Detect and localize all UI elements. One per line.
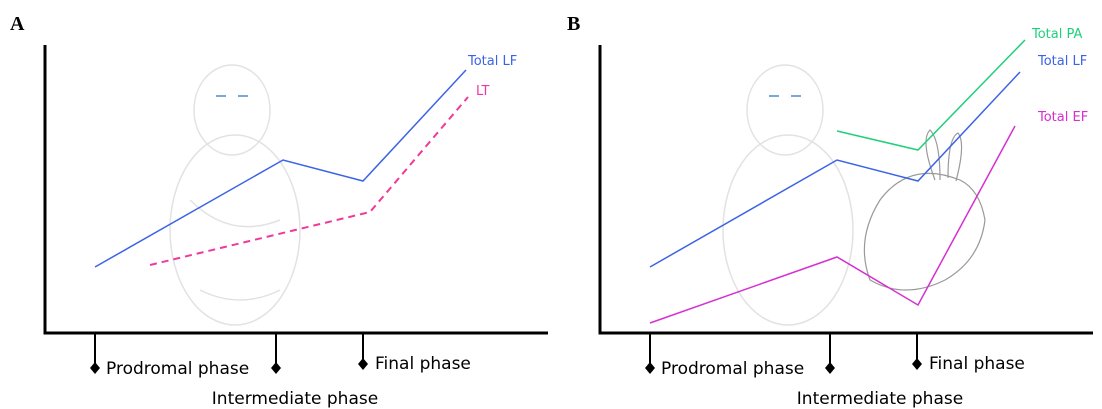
line-label: Total EF (1037, 110, 1088, 125)
phase-label: Final phase (375, 354, 471, 374)
monkey-sketch (170, 65, 300, 325)
panel-b: B Total PA Total LF Total EF Prodromal p… (567, 13, 1093, 409)
line-label: LT (476, 84, 489, 99)
total-pa-line (837, 40, 1025, 150)
figure: A Total LF LT Prodromal phase Final phas… (0, 0, 1102, 409)
axes (45, 45, 548, 333)
phase-label: Intermediate phase (212, 389, 378, 409)
panel-label: B (567, 13, 580, 35)
lt-line (150, 97, 468, 265)
phase-label: Final phase (929, 354, 1025, 374)
phase-label: Intermediate phase (797, 389, 963, 409)
monkey-sketch (723, 65, 853, 325)
phase-label: Prodromal phase (106, 359, 249, 379)
total-lf-line (95, 70, 466, 267)
phase-label: Prodromal phase (661, 359, 804, 379)
line-label: Total LF (467, 54, 517, 69)
line-label: Total LF (1037, 54, 1087, 69)
total-ef-line (650, 126, 1015, 323)
line-label: Total PA (1031, 27, 1083, 42)
rabbit-sketch (864, 130, 985, 290)
panel-a: A Total LF LT Prodromal phase Final phas… (10, 13, 548, 409)
panel-label: A (10, 13, 25, 35)
